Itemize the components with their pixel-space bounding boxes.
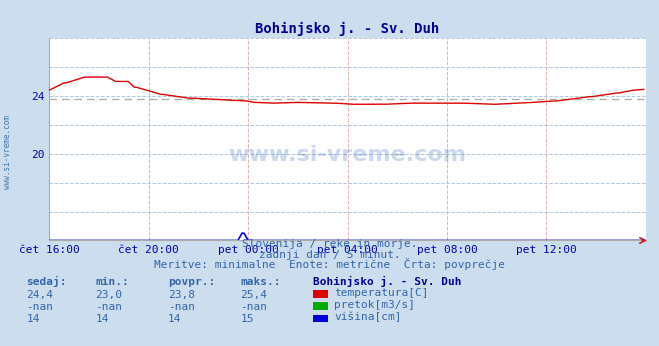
Text: -nan: -nan: [96, 302, 123, 312]
Text: zadnji dan / 5 minut.: zadnji dan / 5 minut.: [258, 250, 401, 260]
Text: višina[cm]: višina[cm]: [334, 312, 401, 322]
Text: Bohinjsko j. - Sv. Duh: Bohinjsko j. - Sv. Duh: [313, 276, 461, 288]
Text: sedaj:: sedaj:: [26, 276, 67, 288]
Text: -nan: -nan: [168, 302, 195, 312]
Text: Meritve: minimalne  Enote: metrične  Črta: povprečje: Meritve: minimalne Enote: metrične Črta:…: [154, 258, 505, 270]
Text: 23,8: 23,8: [168, 290, 195, 300]
Title: Bohinjsko j. - Sv. Duh: Bohinjsko j. - Sv. Duh: [256, 21, 440, 36]
Text: 25,4: 25,4: [241, 290, 268, 300]
Text: min.:: min.:: [96, 277, 129, 288]
Text: 14: 14: [96, 315, 109, 325]
Text: www.si-vreme.com: www.si-vreme.com: [229, 145, 467, 165]
Text: maks.:: maks.:: [241, 277, 281, 288]
Text: temperatura[C]: temperatura[C]: [334, 288, 428, 298]
Text: www.si-vreme.com: www.si-vreme.com: [3, 115, 13, 189]
Text: 14: 14: [26, 315, 40, 325]
Text: -nan: -nan: [26, 302, 53, 312]
Text: 15: 15: [241, 315, 254, 325]
Text: povpr.:: povpr.:: [168, 277, 215, 288]
Text: Slovenija / reke in morje.: Slovenija / reke in morje.: [242, 239, 417, 249]
Text: 14: 14: [168, 315, 181, 325]
Text: -nan: -nan: [241, 302, 268, 312]
Text: 24,4: 24,4: [26, 290, 53, 300]
Text: 23,0: 23,0: [96, 290, 123, 300]
Text: pretok[m3/s]: pretok[m3/s]: [334, 300, 415, 310]
